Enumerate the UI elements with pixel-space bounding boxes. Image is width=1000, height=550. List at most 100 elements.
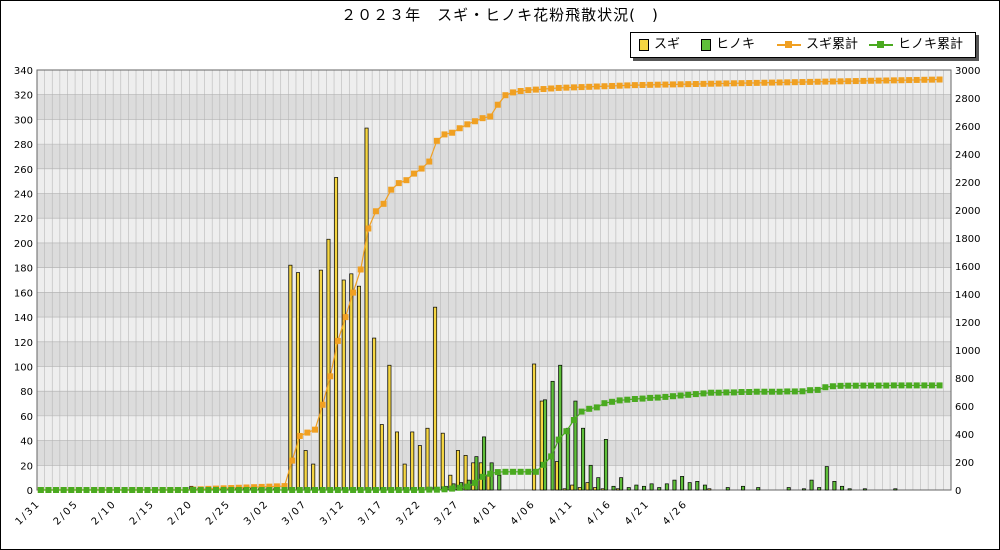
bar-sugi bbox=[311, 463, 316, 491]
sugi-cumulative-marker bbox=[936, 76, 943, 83]
hinoki-cumulative-marker bbox=[570, 417, 577, 423]
sugi-cumulative-marker bbox=[601, 83, 608, 90]
x-tick-label: 2/15 bbox=[128, 498, 157, 527]
hinoki-cumulative-marker bbox=[548, 453, 555, 460]
hinoki-cumulative-marker bbox=[761, 388, 768, 395]
hinoki-cumulative-marker bbox=[106, 487, 113, 493]
bar-sugi bbox=[288, 264, 293, 491]
sugi-cumulative-marker bbox=[464, 121, 471, 128]
hinoki-cumulative-marker bbox=[327, 487, 334, 493]
y-left-tick-label: 320 bbox=[14, 91, 33, 102]
bar-sugi bbox=[593, 487, 598, 491]
x-tick-label: 3/02 bbox=[242, 498, 271, 527]
sugi-cumulative-marker bbox=[654, 81, 661, 88]
sugi-cumulative-marker bbox=[555, 84, 562, 91]
hinoki-cumulative-marker bbox=[121, 487, 128, 493]
chart-title: ２０２３年 スギ・ヒノキ花粉飛散状況( ) bbox=[341, 6, 659, 24]
y-left-tick-label: 60 bbox=[20, 412, 33, 423]
hinoki-cumulative-marker bbox=[662, 393, 669, 400]
bar-sugi bbox=[341, 279, 346, 491]
sugi-cumulative-marker bbox=[868, 77, 875, 84]
y-left-tick-label: 120 bbox=[14, 338, 33, 349]
hinoki-cumulative-marker bbox=[532, 468, 539, 475]
bar-sugi bbox=[379, 424, 384, 491]
y-right-tick-label: 1400 bbox=[955, 290, 980, 301]
hinoki-cumulative-marker bbox=[273, 487, 280, 493]
x-tick-label: 4/11 bbox=[547, 498, 576, 527]
bar-hinoki bbox=[581, 427, 585, 491]
sugi-cumulative-marker bbox=[799, 79, 806, 86]
hinoki-cumulative-marker bbox=[677, 392, 684, 399]
bar-sugi bbox=[410, 431, 415, 491]
y-right-tick-label: 0 bbox=[955, 486, 961, 497]
y-right-tick-label: 2400 bbox=[955, 150, 980, 161]
legend-item-sugi-cumulative: スギ累計 bbox=[777, 36, 858, 54]
y-left-tick-label: 200 bbox=[14, 239, 33, 250]
hinoki-cumulative-marker bbox=[68, 487, 75, 493]
y-right-tick-label: 1000 bbox=[955, 346, 980, 357]
bar-hinoki bbox=[550, 380, 555, 491]
hinoki-cumulative-marker bbox=[639, 395, 646, 402]
chart-legend: スギ ヒノキ スギ累計 ヒノキ累計 bbox=[630, 32, 976, 58]
sugi-cumulative-marker bbox=[616, 82, 623, 89]
y-left-tick-label: 220 bbox=[14, 214, 33, 225]
sugi-cumulative-marker bbox=[708, 80, 715, 87]
sugi-cumulative-marker bbox=[784, 79, 791, 86]
y-left-tick-label: 100 bbox=[14, 362, 33, 373]
hinoki-cumulative-marker bbox=[342, 487, 349, 493]
sugi-cumulative-marker bbox=[449, 129, 456, 136]
bar-hinoki bbox=[809, 479, 814, 491]
y-left-tick-label: 260 bbox=[14, 165, 33, 176]
hinoki-cumulative-marker bbox=[136, 487, 143, 493]
sugi-cumulative-marker bbox=[662, 81, 669, 88]
bar-hinoki bbox=[558, 364, 563, 491]
sugi-cumulative-marker bbox=[822, 78, 829, 85]
hinoki-cumulative-marker bbox=[98, 487, 105, 493]
hinoki-cumulative-marker bbox=[144, 487, 151, 493]
sugi-cumulative-marker bbox=[570, 84, 577, 91]
sugi-cumulative-marker bbox=[814, 78, 821, 85]
hinoki-cumulative-marker bbox=[266, 487, 273, 493]
sugi-cumulative-marker bbox=[578, 84, 585, 91]
y-left-tick-label: 160 bbox=[14, 288, 33, 299]
bar-sugi bbox=[349, 273, 354, 491]
bar-hinoki bbox=[657, 487, 662, 491]
hinoki-cumulative-marker bbox=[479, 473, 486, 480]
bar-sugi bbox=[303, 450, 308, 491]
hinoki-cumulative-marker bbox=[814, 386, 821, 393]
y-left-tick-label: 80 bbox=[20, 387, 33, 398]
y-right-tick-label: 400 bbox=[955, 430, 974, 441]
sugi-cumulative-marker bbox=[304, 429, 311, 436]
sugi-cumulative-marker bbox=[738, 80, 745, 87]
bar-sugi bbox=[395, 431, 399, 491]
hinoki-cumulative-marker bbox=[152, 487, 159, 493]
hinoki-cumulative-marker bbox=[433, 486, 440, 493]
x-tick-label: 2/05 bbox=[52, 498, 81, 527]
sugi-cumulative-marker bbox=[898, 77, 905, 84]
y-left-tick-label: 340 bbox=[14, 66, 33, 77]
hinoki-cumulative-marker bbox=[875, 382, 882, 389]
hinoki-cumulative-marker bbox=[647, 394, 654, 401]
bar-sugi bbox=[471, 462, 476, 491]
bar-hinoki bbox=[634, 484, 639, 491]
sugi-cumulative-marker bbox=[715, 80, 722, 87]
hinoki-cumulative-marker bbox=[53, 487, 60, 493]
sugi-cumulative-marker bbox=[525, 87, 532, 94]
sugi-cumulative-marker bbox=[593, 83, 600, 90]
hinoki-cumulative-marker bbox=[860, 382, 867, 389]
hinoki-cumulative-marker bbox=[258, 487, 265, 493]
sugi-cumulative-marker bbox=[860, 77, 867, 84]
bar-sugi bbox=[357, 285, 361, 491]
sugi-cumulative-marker bbox=[761, 79, 768, 86]
hinoki-cumulative-marker bbox=[738, 389, 745, 395]
x-tick-label: 2/25 bbox=[204, 498, 233, 527]
hinoki-cumulative-marker bbox=[586, 405, 593, 412]
x-tick-label: 3/12 bbox=[318, 498, 347, 527]
bar-sugi bbox=[318, 269, 323, 491]
hinoki-cumulative-marker bbox=[334, 487, 341, 493]
sugi-cumulative-marker bbox=[296, 432, 303, 439]
x-tick-label: 1/31 bbox=[14, 498, 43, 527]
legend-swatch-sugi-cumulative bbox=[777, 40, 801, 50]
y-left-tick-label: 280 bbox=[14, 140, 33, 151]
legend-item-hinoki: ヒノキ bbox=[701, 36, 755, 54]
